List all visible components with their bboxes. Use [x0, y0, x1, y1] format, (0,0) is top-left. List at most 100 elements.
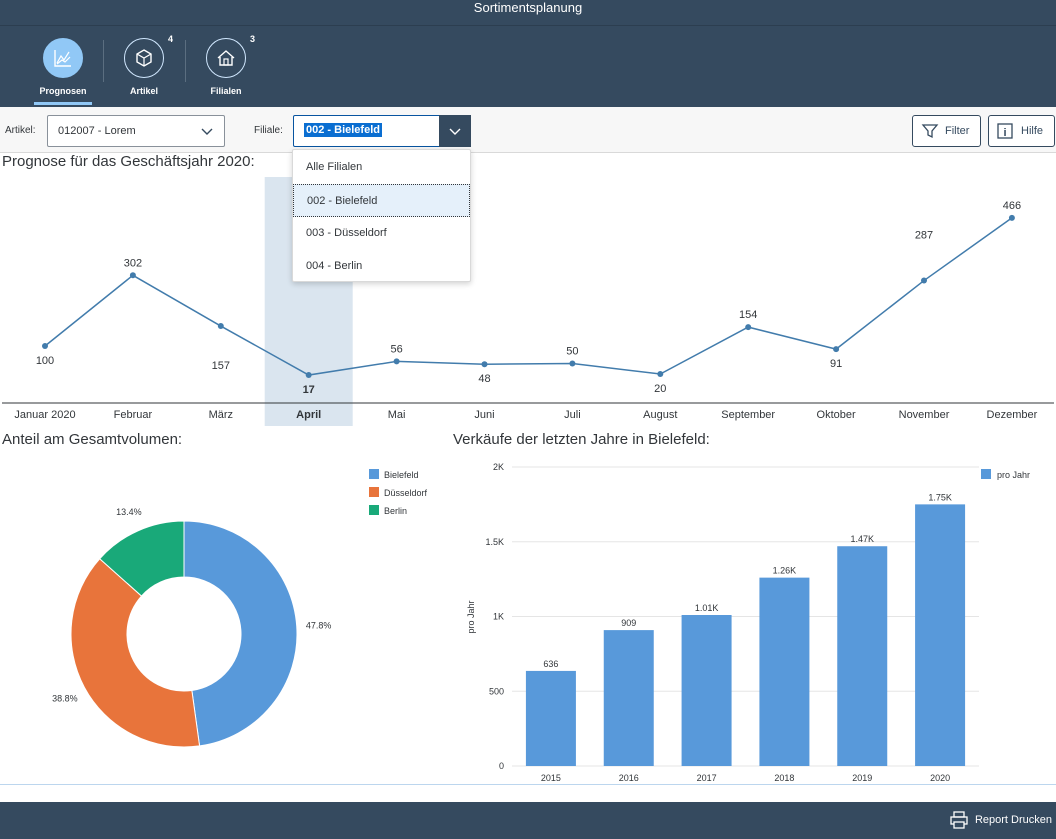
bar-value-label: 1.47K: [850, 534, 874, 544]
data-point: [921, 277, 927, 284]
data-label: 157: [212, 360, 230, 372]
dropdown-option[interactable]: 002 - Bielefeld: [293, 184, 470, 217]
divider: [0, 784, 1056, 785]
svg-text:i: i: [1003, 127, 1006, 139]
data-label: 56: [390, 343, 402, 355]
legend-swatch: [981, 469, 991, 479]
x-tick-label: Juli: [564, 409, 581, 421]
chevron-down-icon: [201, 128, 213, 135]
data-label: 302: [124, 257, 142, 269]
y-tick-label: 1K: [493, 612, 504, 622]
bar: [837, 546, 888, 766]
bar-value-label: 909: [621, 618, 636, 628]
dropdown-option[interactable]: 003 - Düsseldorf: [306, 227, 387, 239]
y-axis-label: pro Jahr: [466, 600, 476, 633]
bar: [759, 577, 810, 766]
bar: [603, 630, 654, 766]
x-tick-label: Januar 2020: [14, 409, 75, 421]
x-tick-label: 2018: [774, 773, 794, 783]
help-button-label: Hilfe: [1021, 125, 1044, 137]
tab-artikel[interactable]: 4 Artikel: [109, 34, 179, 96]
data-label: 154: [739, 309, 757, 321]
tab-prognosen[interactable]: Prognosen: [28, 38, 98, 105]
data-label: 17: [303, 384, 315, 396]
x-tick-label: 2019: [852, 773, 872, 783]
tab-label: Artikel: [129, 86, 158, 96]
data-point: [305, 372, 312, 379]
legend-swatch: [369, 469, 379, 479]
filiale-select-arrow[interactable]: [439, 115, 471, 147]
x-tick-label: November: [899, 409, 950, 421]
filter-button-label: Filter: [945, 125, 970, 137]
data-point: [569, 360, 576, 367]
artikel-select[interactable]: 012007 - Lorem: [47, 115, 225, 147]
x-tick-label: Juni: [474, 409, 494, 421]
x-tick-label: 2017: [697, 773, 717, 783]
data-point: [745, 324, 752, 331]
filter-icon: [921, 124, 939, 139]
y-tick-label: 0: [499, 761, 504, 771]
x-tick-label: 2015: [541, 773, 561, 783]
bar: [525, 670, 576, 766]
x-tick-label: September: [721, 409, 775, 421]
tab-filialen[interactable]: 3 Filialen: [191, 34, 261, 96]
slice-label: 38.8%: [52, 694, 78, 704]
x-tick-label: Oktober: [817, 409, 856, 421]
filiale-label: Filiale:: [254, 125, 283, 136]
tab-count: 3: [249, 34, 255, 44]
pie-slice: [70, 558, 201, 748]
legend-label: Berlin: [384, 506, 407, 516]
cube-icon: [136, 49, 152, 67]
legend-label: Bielefeld: [384, 470, 419, 480]
tab-icon-circle: 3: [206, 34, 255, 78]
x-tick-label: Mai: [388, 409, 406, 421]
data-point: [217, 323, 224, 330]
legend-label: pro Jahr: [997, 470, 1030, 480]
tab-label: Filialen: [210, 86, 242, 96]
filiale-dropdown-list: Alle Filialen 002 - Bielefeld 003 - Düssel…: [292, 149, 471, 282]
x-tick-label: Februar: [114, 409, 153, 421]
forecast-chart-title: Prognose für das Geschäftsjahr 2020:: [2, 153, 255, 170]
x-tick-label: 2020: [930, 773, 950, 783]
filter-toolbar: Artikel: 012007 - Lorem Filiale: 002 - B…: [0, 107, 1056, 153]
data-label: 287: [915, 230, 933, 242]
tab-separator: [103, 40, 104, 82]
sales-chart-title: Verkäufe der letzten Jahre in Bielefeld:: [453, 431, 710, 448]
share-donut-chart: 47.8% 38.8% 13.4% Bielefeld Düsseldorf Berlin: [52, 469, 428, 748]
forecast-line-chart: 100 302 157 17 56 48 50 20 154 91 287 466 Januar 202…: [2, 177, 1054, 426]
data-label: 48: [478, 373, 490, 385]
print-report-label: Report Drucken: [974, 814, 1052, 826]
x-tick-label: August: [643, 409, 677, 421]
x-tick-label: März: [209, 409, 233, 421]
dropdown-option[interactable]: Alle Filialen: [306, 161, 363, 173]
filiale-select[interactable]: 002 - Bielefeld: [293, 115, 471, 147]
pie-slice: [183, 520, 298, 747]
sales-bar-chart: 0 500 1K 1.5K 2K pro Jahr 636 2015 909 2016 1.01K 2…: [466, 462, 1030, 783]
bar: [915, 504, 966, 766]
bar-value-label: 1.75K: [928, 492, 952, 502]
artikel-label: Artikel:: [5, 125, 36, 136]
data-label: 20: [654, 383, 666, 395]
info-icon: i: [997, 123, 1013, 139]
data-point: [393, 358, 400, 365]
y-tick-label: 2K: [493, 462, 504, 472]
data-point: [129, 272, 136, 279]
tab-count: 4: [167, 34, 173, 44]
filter-button[interactable]: Filter: [912, 115, 981, 147]
x-tick-label: Dezember: [987, 409, 1038, 421]
dropdown-option[interactable]: 004 - Berlin: [306, 260, 363, 272]
chevron-down-icon: [449, 128, 461, 135]
slice-label: 47.8%: [306, 621, 332, 631]
tab-icon-circle: 4: [124, 34, 173, 78]
print-report-button[interactable]: Report Drucken: [949, 810, 1052, 830]
x-tick-label: 2016: [619, 773, 639, 783]
tab-separator: [185, 40, 186, 82]
y-tick-label: 1.5K: [485, 537, 504, 547]
legend-swatch: [369, 487, 379, 497]
data-point: [833, 346, 840, 353]
bar: [681, 615, 732, 766]
data-point: [481, 361, 488, 368]
footer-toolbar: Report Drucken: [0, 802, 1056, 839]
bar-value-label: 1.26K: [773, 566, 797, 576]
help-button[interactable]: i Hilfe: [988, 115, 1055, 147]
